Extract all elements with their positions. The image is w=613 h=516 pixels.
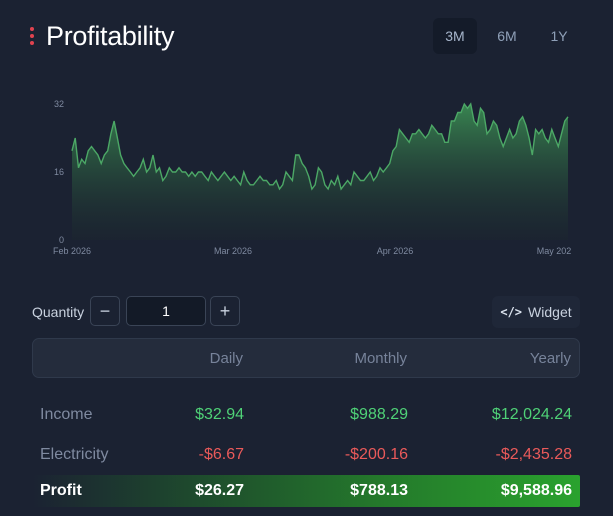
row-label: Income (40, 406, 93, 423)
chart-area-fill (72, 104, 568, 240)
quantity-decrement-button[interactable]: − (90, 296, 120, 326)
electricity-daily: -$6.67 (198, 446, 244, 463)
tab-1y[interactable]: 1Y (550, 28, 568, 44)
y-tick-label: 0 (59, 235, 64, 245)
row-label: Profit (40, 482, 82, 499)
y-tick-label: 16 (54, 167, 64, 177)
x-tick-label: Feb 2026 (53, 246, 91, 256)
row-label: Electricity (40, 446, 109, 463)
widget-button[interactable]: </> Widget (492, 296, 580, 328)
profit-yearly: $9,588.96 (500, 482, 572, 499)
income-monthly: $988.29 (350, 406, 408, 423)
table-row-income: Income $32.94 $988.29 $12,024.24 (32, 399, 580, 431)
quantity-increment-button[interactable]: + (210, 296, 240, 326)
quantity-label: Quantity (32, 304, 85, 320)
quantity-input[interactable] (126, 296, 206, 326)
code-icon: </> (500, 305, 523, 319)
chart-series-line (71, 102, 569, 191)
tab-3m[interactable]: 3M (433, 18, 477, 54)
income-yearly: $12,024.24 (491, 406, 572, 423)
profitability-chart: 32 16 0 Feb 2026 Mar 2026 Apr 2026 May 2… (53, 99, 572, 256)
profit-monthly: $788.13 (350, 482, 408, 499)
x-tick-label: May 202 (537, 246, 572, 256)
table-row-profit: Profit $26.27 $788.13 $9,588.96 (32, 475, 580, 507)
electricity-monthly: -$200.16 (344, 446, 408, 463)
page-header: Profitability (30, 18, 174, 54)
profit-daily: $26.27 (195, 482, 244, 499)
y-tick-label: 32 (54, 99, 64, 109)
quantity-row: Quantity − + </> Widget (32, 296, 580, 328)
x-tick-label: Apr 2026 (377, 246, 414, 256)
table-row-electricity: Electricity -$6.67 -$200.16 -$2,435.28 (32, 439, 580, 471)
tab-6m[interactable]: 6M (497, 28, 517, 44)
income-daily: $32.94 (195, 406, 244, 423)
table-header: Daily Monthly Yearly (32, 338, 580, 378)
electricity-yearly: -$2,435.28 (495, 446, 572, 463)
header-yearly: Yearly (529, 350, 571, 367)
menu-dots-icon[interactable] (30, 27, 36, 45)
widget-label: Widget (528, 304, 572, 320)
range-tabs: 3M 6M 1Y (433, 18, 581, 54)
header-daily: Daily (209, 350, 243, 367)
page-title: Profitability (46, 20, 175, 51)
x-tick-label: Mar 2026 (214, 246, 252, 256)
header-monthly: Monthly (354, 350, 407, 367)
